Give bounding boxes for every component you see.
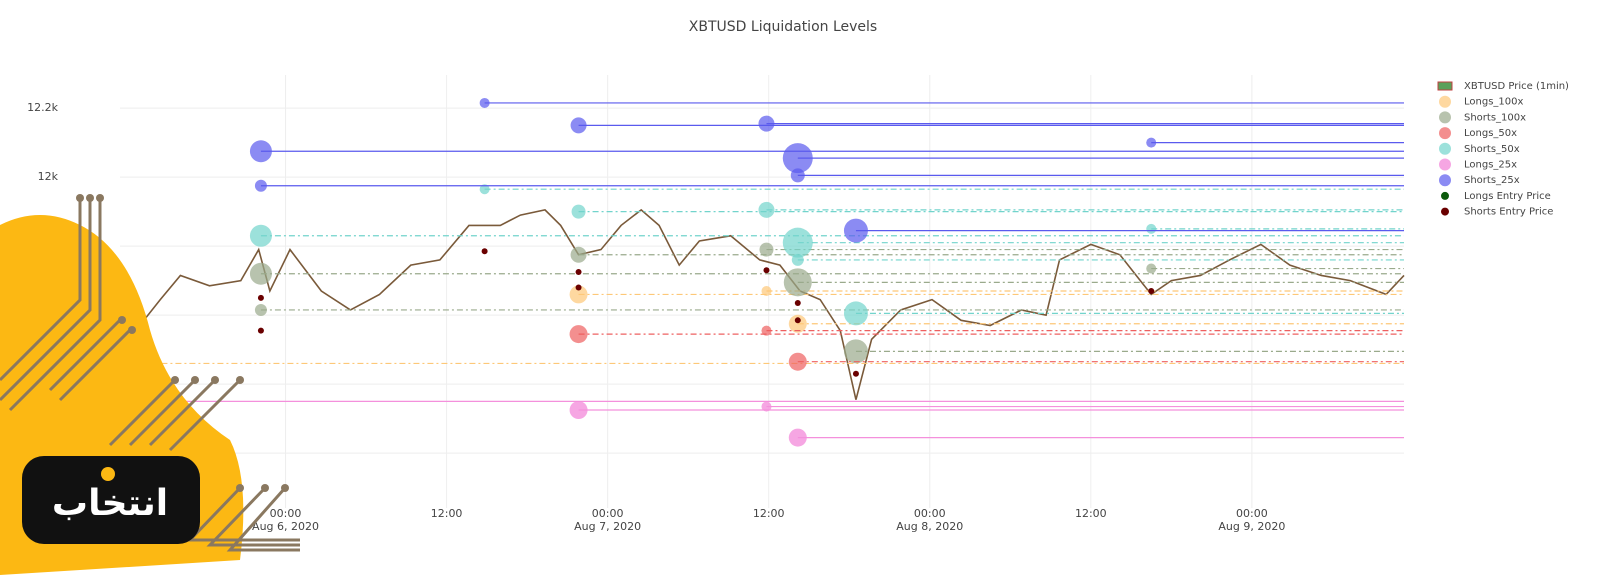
legend-label[interactable]: Longs_25x [1464,160,1517,171]
bubble [249,140,272,163]
legend-swatch [1441,207,1449,216]
price-line [119,208,1405,400]
bubble [783,268,812,297]
legend-swatch [1437,81,1453,91]
legend-label[interactable]: Shorts_25x [1464,175,1520,186]
x-tick-label: 12:00 [1075,507,1107,520]
legend: XBTUSD Price (1min) Longs_100x Shorts_100x… [1437,81,1569,218]
bubble [575,284,582,291]
legend-label[interactable]: Shorts_100x [1464,112,1526,123]
bubble [852,370,859,377]
x-date-label: Aug 8, 2020 [896,520,963,533]
legend-swatch [1439,127,1451,140]
x-date-label: Aug 9, 2020 [1218,520,1285,533]
bubble [1146,223,1157,234]
y-tick-label: 12.2k [27,101,58,114]
legend-label[interactable]: Shorts_50x [1464,144,1520,155]
legend-swatch [1439,95,1451,108]
bubble [257,294,264,301]
bubble [257,327,264,334]
bubble [570,117,587,134]
x-tick-label: 00:00 [914,507,946,520]
bubble [758,115,775,132]
x-tick-label: 12:00 [431,507,463,520]
y-tick-label: 12k [38,170,59,183]
bubble [843,339,868,364]
logo-text: انتخاب [52,483,168,524]
bubble [843,218,868,243]
bubble [249,262,272,285]
legend-label[interactable]: XBTUSD Price (1min) [1464,81,1569,92]
bubble [570,246,587,263]
logo: انتخاب [0,194,300,575]
legend-swatch [1439,158,1451,171]
x-tick-label: 00:00 [1236,507,1268,520]
x-tick-label: 00:00 [270,507,302,520]
bubble [794,300,801,307]
x-tick-label: 12:00 [753,507,785,520]
bubble [761,401,772,412]
bubble [1146,263,1157,274]
legend-label[interactable]: Longs_100x [1464,97,1523,108]
bubble [758,201,775,218]
bubble [1146,137,1157,148]
bubble [759,242,774,257]
bubble [788,352,807,371]
bubble [782,227,813,258]
bubble [479,184,490,195]
x-date-label: Aug 7, 2020 [574,520,641,533]
legend-swatch [1439,174,1451,187]
bubble [569,401,588,420]
bubble [569,285,588,304]
legend-label[interactable]: Longs Entry Price [1464,191,1551,202]
bubble [254,179,267,192]
bubble [571,204,586,219]
bubble [788,314,807,333]
legend-swatch [1441,191,1449,200]
bubble [794,317,801,324]
bubble [761,325,772,336]
legend-swatch [1439,142,1451,155]
legend-swatch [1439,111,1451,124]
logo-coin [101,467,115,481]
chart-title: XBTUSD Liquidation Levels [689,19,877,35]
bubble [479,97,490,108]
bubble [249,224,272,247]
bubble [254,303,267,316]
x-date-label: Aug 6, 2020 [252,520,319,533]
bubble [1148,287,1155,294]
bubble [763,267,770,274]
legend-label[interactable]: Longs_50x [1464,128,1517,139]
x-tick-label: 00:00 [592,507,624,520]
bubble [788,428,807,447]
bubble [843,301,868,326]
logo-dots [76,194,289,492]
bubble [575,269,582,276]
legend-label[interactable]: Shorts Entry Price [1464,207,1553,218]
bubble [481,248,488,255]
bubble [569,325,588,344]
bubble [782,143,813,174]
bubble [790,168,805,183]
bubble [761,285,772,296]
logo-badge [22,456,200,544]
bubble [791,253,804,266]
